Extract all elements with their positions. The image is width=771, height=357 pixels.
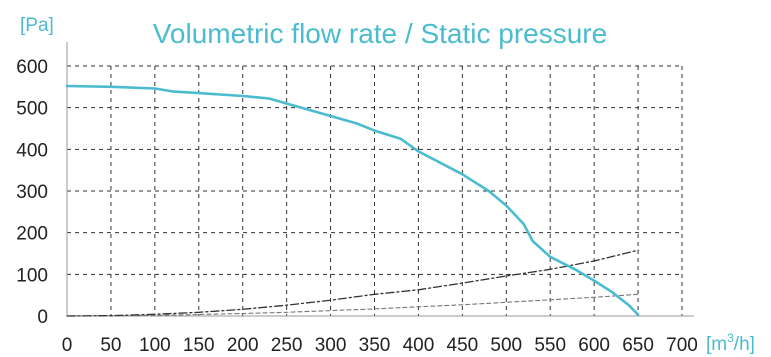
axes — [66, 42, 694, 317]
x-tick-labels: 0 50 100 150 200 250 300 350 400 450 500 550 600 650 7… — [62, 335, 698, 356]
pressure-curve — [65, 84, 640, 317]
x-tick-label: 0 — [62, 335, 73, 356]
y-tick-label: 400 — [16, 140, 48, 161]
x-tick-label: 250 — [271, 335, 303, 356]
y-tick-label: 100 — [16, 265, 48, 286]
x-tick-label: 150 — [183, 335, 215, 356]
chart-title: Volumetric flow rate / Static pressure — [153, 18, 607, 49]
x-axis-unit-label: [m3/h] — [706, 331, 755, 355]
y-tick-label: 300 — [16, 182, 48, 203]
x-tick-label: 450 — [447, 335, 479, 356]
grid — [67, 65, 683, 316]
x-unit-base: [m — [706, 334, 727, 355]
x-tick-label: 350 — [359, 335, 391, 356]
x-tick-label: 50 — [100, 335, 121, 356]
y-tick-labels: 0 100 200 300 400 500 600 — [16, 57, 48, 328]
x-tick-label: 300 — [315, 335, 347, 356]
y-axis-unit-label: [Pa] — [20, 15, 54, 36]
y-tick-label: 600 — [16, 57, 48, 78]
x-tick-label: 700 — [666, 335, 698, 356]
system-curve-1 — [66, 249, 639, 317]
x-tick-label: 600 — [578, 335, 610, 356]
x-tick-label: 400 — [403, 335, 435, 356]
x-tick-label: 650 — [622, 335, 654, 356]
x-tick-label: 200 — [227, 335, 259, 356]
x-unit-superscript: 3 — [727, 331, 734, 345]
x-tick-label: 100 — [139, 335, 171, 356]
y-tick-label: 200 — [16, 224, 48, 245]
x-tick-label: 550 — [534, 335, 566, 356]
series-lines — [65, 84, 640, 317]
system-curve-2 — [66, 293, 639, 317]
y-tick-label: 500 — [16, 99, 48, 120]
x-tick-label: 500 — [490, 335, 522, 356]
y-tick-label: 0 — [37, 307, 48, 328]
x-unit-tail: /h] — [734, 334, 755, 355]
